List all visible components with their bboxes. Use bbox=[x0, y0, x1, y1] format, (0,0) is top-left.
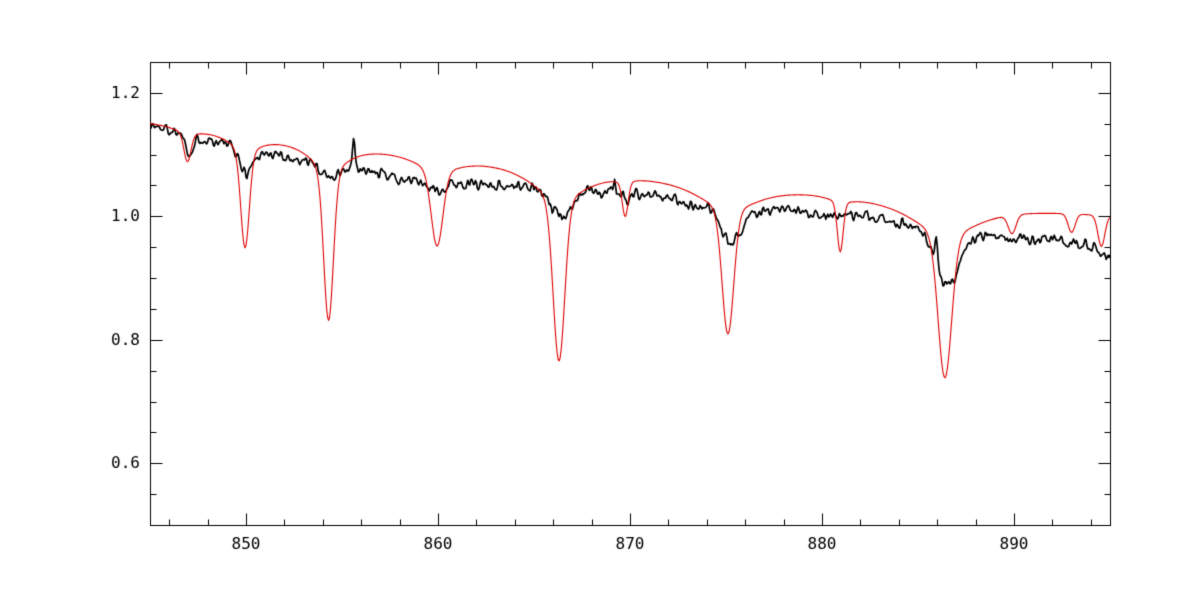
spectrum-figure: 15.660183 1.4791055 1.0000000 1.6712152 … bbox=[0, 0, 1200, 600]
spectrum-plot-canvas bbox=[0, 0, 1200, 600]
